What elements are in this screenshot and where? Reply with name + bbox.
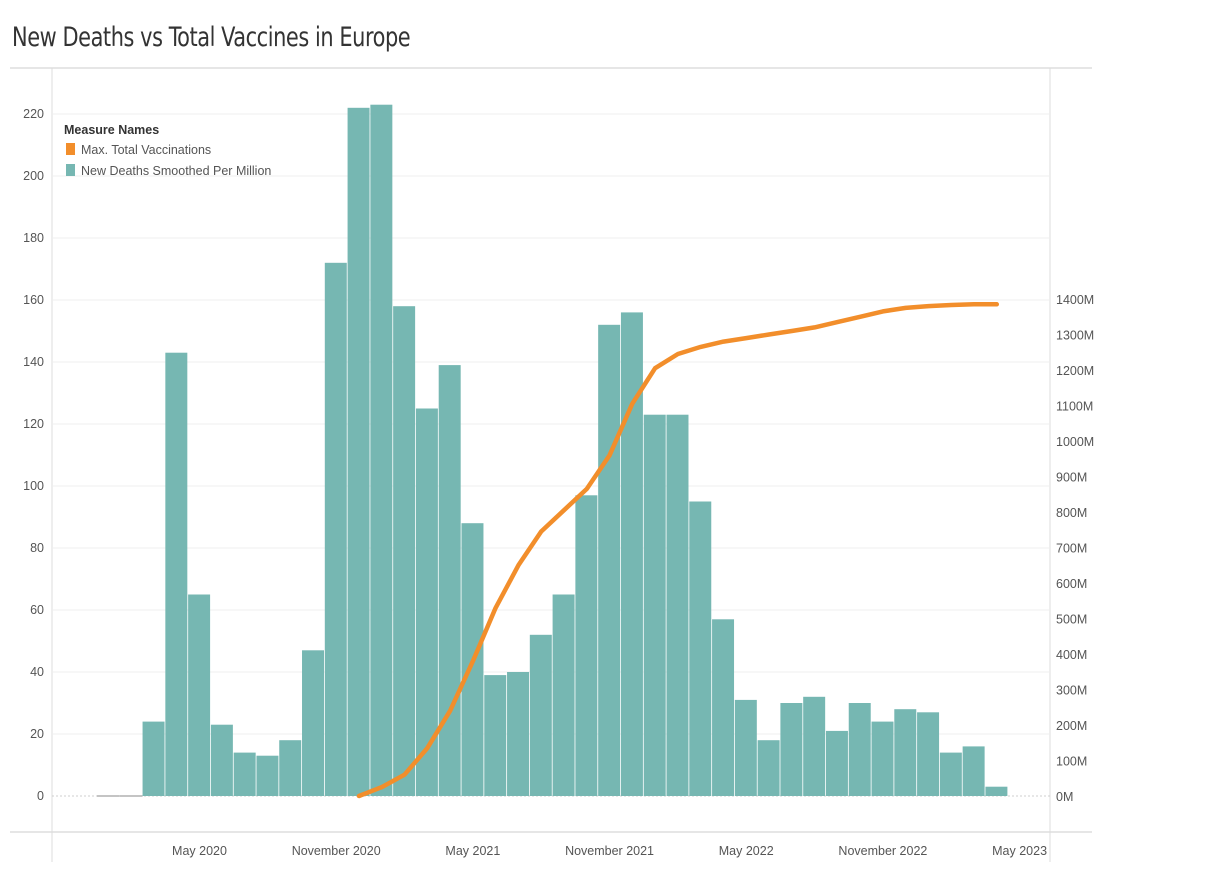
bar [917,712,940,796]
bar [256,755,279,796]
bar [529,634,552,796]
x-tick-label: May 2022 [719,844,774,858]
right-tick-label: 1300M [1056,329,1094,343]
chart-title: New Deaths vs Total Vaccines in Europe [12,22,411,53]
vaccinations-line [356,302,1000,799]
x-tick-label: November 2021 [565,844,654,858]
left-tick-label: 140 [23,355,44,369]
bar [962,746,985,796]
bar [575,495,598,796]
bar [552,594,575,796]
bar [370,104,393,796]
bar [142,721,165,796]
bar [643,414,666,796]
bar [279,740,302,796]
legend: Measure Names Max. Total Vaccinations Ne… [64,123,271,178]
bar [620,312,643,796]
bar [233,752,256,796]
left-tick-label: 180 [23,231,44,245]
right-tick-label: 1100M [1056,400,1093,414]
left-tick-label: 220 [23,107,44,121]
bar [803,696,826,796]
bar [438,365,461,796]
right-tick-label: 500M [1056,613,1087,627]
bar [871,721,894,796]
bar [188,594,211,796]
bar [598,324,621,796]
bar [393,306,416,796]
bar [985,786,1008,796]
bar [825,730,848,796]
right-tick-label: 900M [1056,471,1087,485]
right-tick-label: 300M [1056,684,1087,698]
bar [666,414,689,796]
bar-series [97,104,1008,797]
bar [712,619,735,796]
left-tick-label: 80 [30,541,44,555]
right-tick-label: 1000M [1056,435,1094,449]
right-axis: 0M 100M 200M 300M 400M 500M 600M 700M 800M 900M 10… [1056,293,1094,804]
x-tick-label: May 2023 [992,844,1047,858]
right-tick-label: 1200M [1056,364,1094,378]
left-tick-label: 100 [23,479,44,493]
bar [210,724,233,796]
right-tick-label: 400M [1056,648,1087,662]
right-tick-label: 1400M [1056,293,1094,307]
right-tick-label: 600M [1056,577,1087,591]
legend-label-deaths: New Deaths Smoothed Per Million [81,164,271,178]
bar [734,699,757,796]
legend-title: Measure Names [64,123,159,137]
legend-swatch-deaths [66,164,75,176]
right-tick-label: 200M [1056,719,1087,733]
left-axis: 0 20 40 60 80 100 120 140 160 180 200 220 [23,107,44,803]
x-tick-label: May 2020 [172,844,227,858]
bar [165,352,188,796]
x-tick-label: November 2020 [292,844,381,858]
bar [780,703,803,796]
right-tick-label: 100M [1056,755,1087,769]
line-series [356,302,1000,799]
bar [347,107,370,797]
right-tick-label: 700M [1056,542,1087,556]
bar [324,262,347,796]
bar [939,752,962,796]
legend-label-vaccinations: Max. Total Vaccinations [81,143,211,157]
bar [507,672,530,796]
bar [689,501,712,796]
x-axis: May 2020 November 2020 May 2021 November 20… [172,844,1047,858]
left-tick-label: 200 [23,169,44,183]
left-tick-label: 0 [37,789,44,803]
bar [302,650,324,796]
bar [848,703,871,796]
right-tick-label: 800M [1056,506,1087,520]
right-tick-label: 0M [1056,790,1073,804]
left-tick-label: 20 [30,727,44,741]
bar [894,709,917,796]
left-tick-label: 40 [30,665,44,679]
left-tick-label: 60 [30,603,44,617]
bar [484,675,507,796]
legend-swatch-vaccinations [66,143,75,155]
gridlines [52,113,1050,797]
left-tick-label: 160 [23,293,44,307]
bar [415,408,438,796]
chart-frame [10,67,1092,862]
x-tick-label: May 2021 [445,844,500,858]
x-tick-label: November 2022 [838,844,927,858]
left-tick-label: 120 [23,417,44,431]
bar [757,740,780,796]
